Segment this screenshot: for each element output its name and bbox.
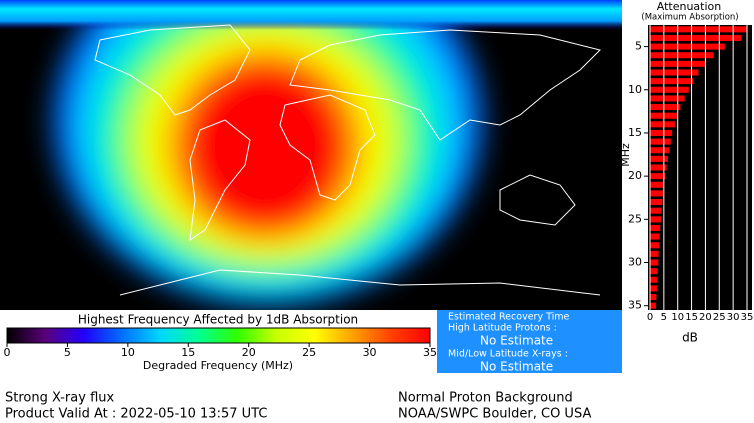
polar-cap [0,0,622,30]
bar [650,207,662,214]
y-tick-label: 20 [628,169,642,182]
bar [650,52,714,59]
bar [650,181,664,188]
x-tick-label: 20 [699,312,712,323]
colorbar-tick-label: 20 [242,346,256,359]
bar [650,95,685,102]
continents [94,24,601,296]
bar [650,224,661,231]
x-tick-label: 10 [671,312,684,323]
x-tick-label: 5 [661,312,667,323]
y-tick-label: 15 [628,126,642,139]
bar [650,138,671,145]
y-axis-label: MHz [619,143,632,167]
bar [650,233,660,240]
x-tick-label: 30 [727,312,740,323]
colorbar-tick-label: 25 [302,346,316,359]
x-axis-label: dB [682,331,698,345]
bar [650,104,681,111]
bar [650,43,725,50]
footer-source: NOAA/SWPC Boulder, CO USA [398,407,591,422]
antarctica [119,269,601,296]
high-latitude-value: No Estimate [480,334,553,348]
bar [650,147,670,154]
australia [499,174,576,226]
chart-title: Attenuation [657,0,722,13]
x-tick-label: 25 [713,312,726,323]
mid-low-label: Mid/Low Latitude X-rays : [448,349,568,360]
bar [650,129,673,136]
recovery-title: Estimated Recovery Time [448,312,569,323]
bar [650,155,669,162]
north-america [94,24,251,116]
x-tick-label: 15 [685,312,698,323]
y-tick-label: 5 [635,40,642,53]
bar [650,121,675,128]
colorbar-tick-label: 5 [64,346,71,359]
x-tick-label: 0 [647,312,653,323]
bar [650,276,658,283]
bar [650,190,664,197]
bar [650,34,742,41]
recovery-box [437,310,622,373]
bar [650,26,747,33]
y-tick-label: 25 [628,212,642,225]
absorption-contour [183,62,347,232]
bar [650,268,658,275]
bar [650,216,662,223]
bar [650,294,657,301]
chart-subtitle: (Maximum Absorption) [641,13,738,23]
bar [650,164,667,171]
bar [650,69,699,76]
south-america [189,119,251,242]
bar [650,250,659,257]
colorbar-tick-label: 10 [121,346,135,359]
bar [650,86,689,93]
footer-proton: Normal Proton Background [398,391,573,406]
high-latitude-label: High Latitude Protons : [448,323,557,334]
bar [650,78,693,85]
y-tick-label: 30 [628,256,642,269]
footer-valid: Product Valid At : 2022-05-10 13:57 UTC [5,407,267,422]
absorption-field [53,0,483,305]
absorption-layers [53,0,483,305]
africa [279,94,376,201]
bar [650,199,663,206]
mid-low-value: No Estimate [480,360,553,374]
colorbar-label: Degraded Frequency (MHz) [143,359,293,372]
bar [650,302,657,309]
bar [650,285,657,292]
y-tick-label: 35 [628,299,642,312]
colorbar-tick-label: 30 [363,346,377,359]
eurasia [289,29,601,141]
y-tick-label: 10 [628,83,642,96]
colorbar-tick-label: 15 [181,346,195,359]
x-tick-label: 35 [741,312,754,323]
bar [650,259,659,266]
bar [650,242,660,249]
colorbar-tick-label: 35 [423,346,437,359]
footer-flux: Strong X-ray flux [5,391,114,406]
bar [650,173,666,180]
colorbar [6,327,431,344]
colorbar-tick-label: 0 [4,346,11,359]
colorbar-title: Highest Frequency Affected by 1dB Absorp… [78,313,358,327]
